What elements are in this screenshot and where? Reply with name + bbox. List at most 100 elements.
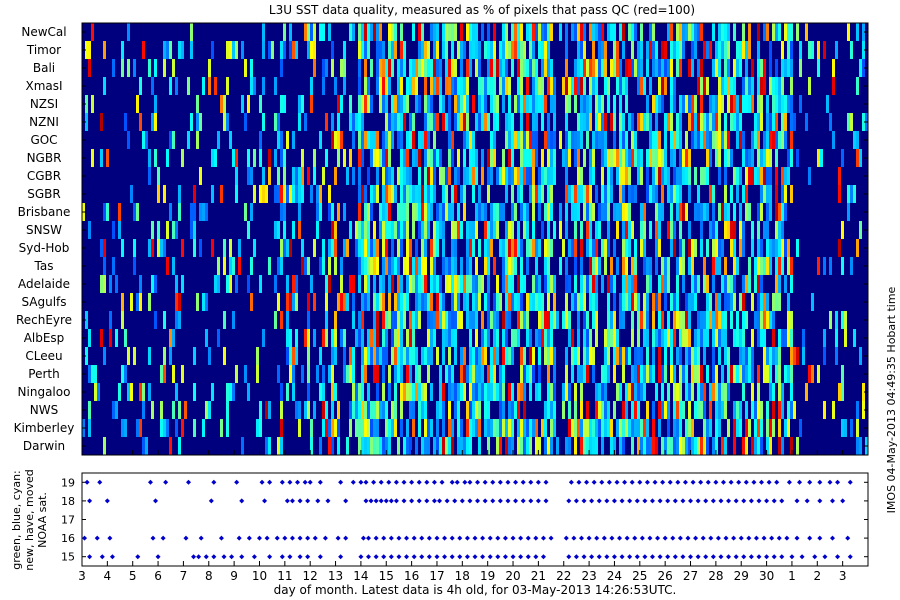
heatmap-cell [775,275,778,293]
heatmap-cell [568,149,571,167]
heatmap-cell [484,239,487,257]
heatmap-cell [787,41,790,59]
heatmap-cell [373,365,376,383]
heatmap-cell [595,77,598,95]
heatmap-cell [451,275,454,293]
heatmap-cell [370,23,373,41]
satellite-point [368,498,374,504]
heatmap-cell [523,437,526,455]
heatmap-cell [391,185,394,203]
heatmap-cell [817,41,820,59]
heatmap-cell [790,257,793,275]
heatmap-cell [850,257,853,275]
heatmap-cell [631,221,634,239]
heatmap-cell [283,167,286,185]
heatmap-cell [451,203,454,221]
heatmap-cell [442,329,445,347]
heatmap-cell [664,113,667,131]
heatmap-cell [508,293,511,311]
heatmap-cell [637,329,640,347]
heatmap-cell [358,23,361,41]
heatmap-cell [571,347,574,365]
heatmap-cell [751,131,754,149]
heatmap-cell [430,383,433,401]
heatmap-cell [568,77,571,95]
heatmap-cell [193,347,196,365]
heatmap-cell [343,41,346,59]
heatmap-cell [685,203,688,221]
heatmap-cell [490,365,493,383]
heatmap-cell [352,167,355,185]
heatmap-cell [226,113,229,131]
heatmap-cell [724,437,727,455]
x-tick-label: 4 [104,569,112,583]
heatmap-cell [775,149,778,167]
heatmap-cell [844,419,847,437]
heatmap-cell [583,113,586,131]
heatmap-cell [544,131,547,149]
heatmap-cell [670,41,673,59]
satellite-point [589,554,595,560]
heatmap-cell [367,203,370,221]
satellite-point [497,498,503,504]
heatmap-cell [490,311,493,329]
heatmap-cell [478,95,481,113]
heatmap-cell [508,437,511,455]
heatmap-cell [370,401,373,419]
heatmap-cell [511,383,514,401]
heatmap-cell [382,401,385,419]
heatmap-cell [103,275,106,293]
heatmap-cell [769,131,772,149]
heatmap-cell [499,59,502,77]
heatmap-cell [616,419,619,437]
heatmap-cell [148,59,151,77]
satellite-point [305,498,311,504]
heatmap-cell [421,23,424,41]
heatmap-cell [379,221,382,239]
heatmap-cell [202,419,205,437]
heatmap-cell [646,401,649,419]
heatmap-cell [472,95,475,113]
heatmap-cell [469,221,472,239]
heatmap-cell [259,419,262,437]
satellite-point [388,535,394,541]
heatmap-cell [382,365,385,383]
heatmap-cell [433,239,436,257]
heatmap-cell [91,149,94,167]
satellite-point [267,554,273,560]
x-tick-label: 3 [839,569,847,583]
heatmap-cell [427,347,430,365]
heatmap-cell [154,113,157,131]
heatmap-cell [817,59,820,77]
heatmap-cell [403,149,406,167]
heatmap-cell [634,185,637,203]
heatmap-cell [628,59,631,77]
heatmap-cell [328,185,331,203]
heatmap-cell [109,311,112,329]
heatmap-cell [382,275,385,293]
heatmap-cell [361,311,364,329]
heatmap-cell [796,347,799,365]
heatmap-cell [538,311,541,329]
heatmap-cell [259,185,262,203]
heatmap-cell [688,437,691,455]
heatmap-cell [568,275,571,293]
heatmap-cell [757,257,760,275]
heatmap-cell [652,95,655,113]
heatmap-cell [523,275,526,293]
heatmap-cell [706,419,709,437]
heatmap-cell [370,437,373,455]
heatmap-cell [550,311,553,329]
satellite-point [259,479,265,485]
heatmap-cell [607,203,610,221]
heatmap-cell [583,311,586,329]
heatmap-cell [442,41,445,59]
heatmap-cell [340,95,343,113]
satellite-point [649,498,655,504]
heatmap-cell [655,329,658,347]
row-label: Perth [28,367,59,381]
heatmap-cell [706,131,709,149]
heatmap-cell [571,365,574,383]
heatmap-cell [634,257,637,275]
heatmap-cell [604,257,607,275]
